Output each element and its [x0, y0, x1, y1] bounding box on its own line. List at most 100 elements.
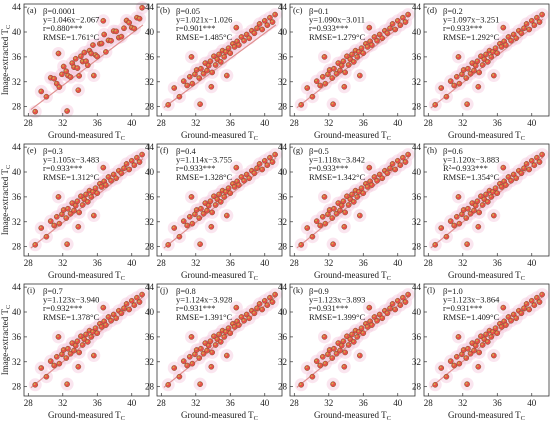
- data-point-core: [56, 335, 59, 338]
- data-point-core: [509, 179, 512, 182]
- x-axis-label-text: Ground-measured T: [181, 270, 254, 280]
- x-axis-label-text: Ground-measured T: [448, 270, 521, 280]
- data-point-core: [86, 63, 89, 66]
- x-axis-label-text: Ground-measured T: [48, 270, 121, 280]
- data-point-core: [332, 67, 335, 70]
- data-point-core: [55, 215, 58, 218]
- data-point-core: [252, 311, 255, 314]
- data-point-core: [74, 57, 77, 60]
- data-point-core: [348, 197, 351, 200]
- y-tick-label: 28: [412, 102, 422, 112]
- data-point-core: [138, 17, 140, 19]
- data-point-core: [398, 303, 401, 306]
- data-point-core: [39, 226, 42, 229]
- data-point-core: [166, 103, 169, 106]
- data-point-core: [109, 39, 112, 42]
- data-point-core: [135, 16, 138, 18]
- data-point-core: [372, 35, 375, 38]
- data-point-core: [357, 190, 360, 193]
- data-point-core: [299, 383, 302, 386]
- data-point-core: [84, 192, 87, 195]
- data-point-core: [393, 308, 396, 310]
- data-point-core: [109, 179, 112, 182]
- plot-frame: [23, 3, 150, 117]
- data-point-core: [258, 22, 260, 25]
- data-point-core: [401, 156, 404, 158]
- data-point-core: [323, 362, 326, 364]
- data-point-core: [506, 35, 509, 38]
- rmse-label: RMSE=1.342°C: [309, 172, 365, 182]
- data-point-core: [190, 362, 193, 364]
- y-tick-label: 28: [145, 242, 155, 252]
- data-point-core: [512, 32, 514, 35]
- data-point-core: [466, 207, 469, 210]
- x-axis-label-subscript: C: [521, 415, 525, 422]
- data-point-core: [235, 319, 238, 322]
- data-point-core: [207, 204, 210, 206]
- data-point-core: [250, 29, 253, 32]
- data-point-core: [336, 341, 339, 344]
- data-point-core: [444, 235, 447, 238]
- data-point-core: [102, 179, 105, 182]
- data-point-core: [260, 168, 263, 170]
- equation-label: y=1.105x−3.483: [43, 155, 99, 165]
- data-point-core: [199, 347, 202, 350]
- data-point-core: [514, 36, 517, 39]
- data-point-core: [72, 65, 75, 68]
- data-point-core: [56, 195, 59, 198]
- data-point-core: [456, 335, 459, 338]
- data-point-core: [39, 366, 42, 369]
- r-label: r=0.880***: [43, 23, 83, 33]
- data-point-core: [322, 335, 325, 338]
- x-tick-label: 40: [527, 258, 537, 268]
- data-point-core: [388, 166, 391, 169]
- data-point-core: [354, 329, 356, 331]
- data-point-core: [449, 219, 452, 222]
- plot-frame: [423, 143, 550, 257]
- rmse-label: RMSE=1.312°C: [43, 172, 99, 182]
- data-point-core: [406, 293, 409, 295]
- y-tick-label: 36: [145, 332, 155, 342]
- data-point-core: [263, 19, 266, 22]
- x-axis-label-text: Ground-measured T: [448, 130, 521, 140]
- data-point-core: [91, 190, 94, 193]
- x-axis-label-subscript: C: [387, 275, 391, 282]
- x-axis-label: Ground-measured TC: [314, 410, 391, 422]
- data-point-core: [352, 60, 355, 63]
- x-axis-label: Ground-measured TC: [314, 270, 391, 282]
- y-tick-label: 44: [145, 282, 155, 292]
- data-point-core: [104, 323, 107, 326]
- data-point-core: [323, 222, 326, 224]
- data-point-core: [65, 109, 68, 112]
- r-label: r=0.931***: [443, 303, 483, 313]
- data-point-core: [138, 300, 140, 303]
- y-tick-label: 44: [412, 2, 422, 12]
- data-point-core: [396, 299, 399, 302]
- x-axis-label-subscript: C: [254, 415, 258, 422]
- data-point-core: [535, 296, 538, 298]
- panel-label: (j): [160, 285, 168, 295]
- x-tick-label: 32: [58, 118, 67, 128]
- data-point-core: [433, 103, 436, 106]
- data-point-core: [350, 332, 353, 335]
- data-point-core: [89, 51, 92, 54]
- data-point-core: [525, 22, 527, 25]
- data-point-core: [404, 20, 406, 23]
- data-point-core: [358, 214, 361, 216]
- data-point-core: [331, 382, 334, 385]
- data-point-core: [482, 57, 485, 60]
- data-point-core: [260, 28, 263, 30]
- data-point-core: [81, 60, 83, 62]
- data-point-core: [265, 303, 268, 306]
- data-point-core: [219, 340, 222, 343]
- data-point-core: [109, 319, 112, 322]
- y-tick-label: 44: [12, 2, 22, 12]
- data-point-core: [345, 54, 348, 57]
- rmse-label: RMSE=1.279°C: [309, 32, 365, 42]
- y-tick-label: 28: [12, 242, 22, 252]
- data-point-core: [217, 332, 220, 335]
- data-point-core: [475, 59, 478, 62]
- plot-frame: [156, 283, 283, 397]
- x-tick-label: 28: [157, 398, 167, 408]
